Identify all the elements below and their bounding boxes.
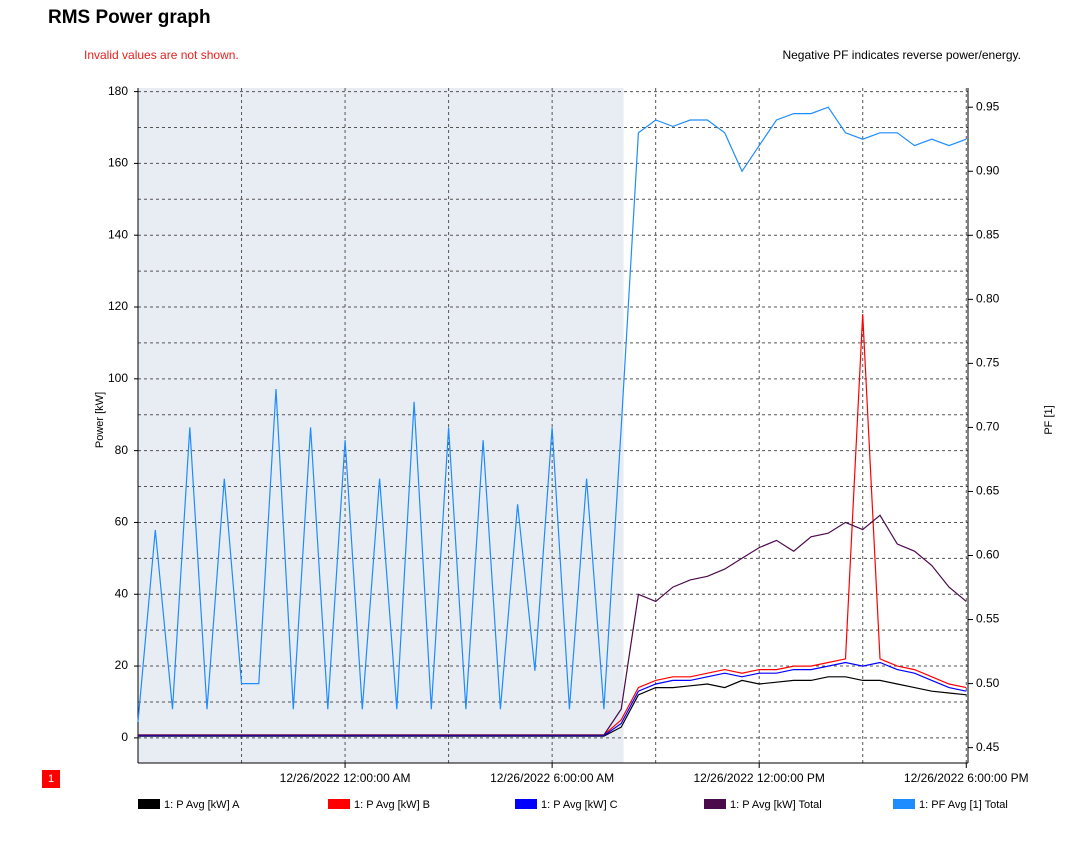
y2-tick-label: 0.55 bbox=[976, 612, 1000, 626]
y-tick-label: 120 bbox=[108, 299, 128, 313]
x-tick-label: 12/26/2022 6:00:00 PM bbox=[904, 771, 1029, 785]
legend-label: 1: PF Avg [1] Total bbox=[919, 799, 1008, 811]
legend-swatch bbox=[704, 799, 726, 809]
y2-tick-label: 0.70 bbox=[976, 420, 1000, 434]
y-tick-label: 20 bbox=[115, 658, 129, 672]
legend-swatch bbox=[515, 799, 537, 809]
x-tick-label: 12/26/2022 6:00:00 AM bbox=[490, 771, 614, 785]
y-tick-label: 80 bbox=[115, 443, 129, 457]
y-axis-label: Power [kW] bbox=[94, 392, 106, 448]
chart-title: RMS Power graph bbox=[48, 7, 211, 28]
note-left: Invalid values are not shown. bbox=[84, 48, 239, 62]
legend-label: 1: P Avg [kW] B bbox=[354, 799, 430, 811]
series-line bbox=[138, 514, 967, 736]
y2-tick-label: 0.65 bbox=[976, 484, 1000, 498]
series-line bbox=[137, 106, 967, 723]
y-tick-label: 0 bbox=[121, 730, 128, 744]
legend-label: 1: P Avg [kW] C bbox=[541, 799, 618, 811]
x-tick-label: 12/26/2022 12:00:00 AM bbox=[280, 771, 411, 785]
x-tick-label: 12/26/2022 12:00:00 PM bbox=[693, 771, 824, 785]
y2-tick-label: 0.90 bbox=[976, 163, 1000, 177]
y2-tick-label: 0.60 bbox=[976, 548, 1000, 562]
y-tick-label: 40 bbox=[115, 586, 129, 600]
legend-swatch bbox=[138, 799, 160, 809]
y-tick-label: 60 bbox=[115, 515, 129, 529]
y2-axis-label: PF [1] bbox=[1043, 405, 1055, 434]
y2-tick-label: 0.85 bbox=[976, 227, 1000, 241]
highlight-region bbox=[138, 88, 624, 763]
note-right: Negative PF indicates reverse power/ener… bbox=[782, 48, 1021, 62]
y2-tick-label: 0.95 bbox=[976, 99, 1000, 113]
y-tick-label: 180 bbox=[108, 84, 128, 98]
y2-tick-label: 0.80 bbox=[976, 292, 1000, 306]
y-tick-label: 160 bbox=[108, 156, 128, 170]
y2-tick-label: 0.75 bbox=[976, 356, 1000, 370]
marker-box bbox=[42, 770, 60, 788]
marker-label: 1 bbox=[48, 773, 54, 785]
legend-label: 1: P Avg [kW] Total bbox=[730, 799, 822, 811]
y2-tick-label: 0.50 bbox=[976, 676, 1000, 690]
legend-label: 1: P Avg [kW] A bbox=[164, 799, 240, 811]
y-tick-label: 100 bbox=[108, 371, 128, 385]
y-tick-label: 140 bbox=[108, 227, 128, 241]
legend-swatch bbox=[893, 799, 915, 809]
series-line bbox=[138, 661, 967, 737]
y2-tick-label: 0.45 bbox=[976, 740, 1000, 754]
legend-swatch bbox=[328, 799, 350, 809]
